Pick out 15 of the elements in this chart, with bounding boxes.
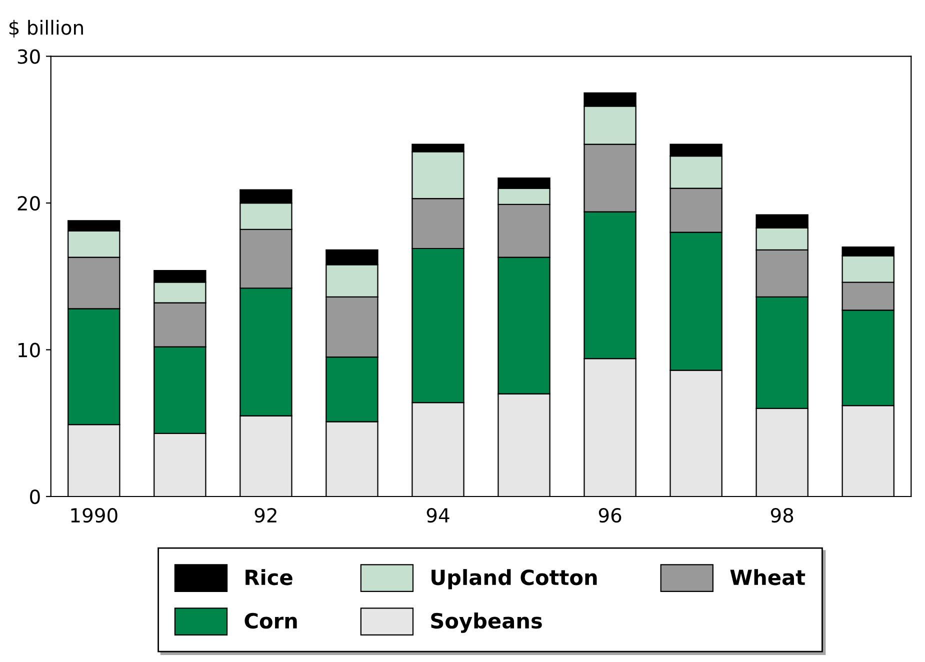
x-tick-label: 92 [254,508,276,523]
x-tick-label: 96 [598,508,622,523]
y-tick-label: 10 [18,342,40,358]
y-tick-label: 0 [30,489,40,504]
y-tick-label: 20 [18,196,40,211]
x-tick-label: 1990 [71,508,118,523]
legend-label: Soybeans [431,612,542,633]
legend-label: Rice [246,569,292,586]
x-tick-label: 98 [770,508,794,523]
x-tick-label: 94 [426,508,450,523]
legend-label: Upland Cotton [432,569,597,590]
legend-label: Wheat [730,569,806,586]
y-tick-label: 30 [18,49,40,64]
legend-label: Corn [244,612,297,629]
y-axis-title: $ billion [9,20,83,38]
